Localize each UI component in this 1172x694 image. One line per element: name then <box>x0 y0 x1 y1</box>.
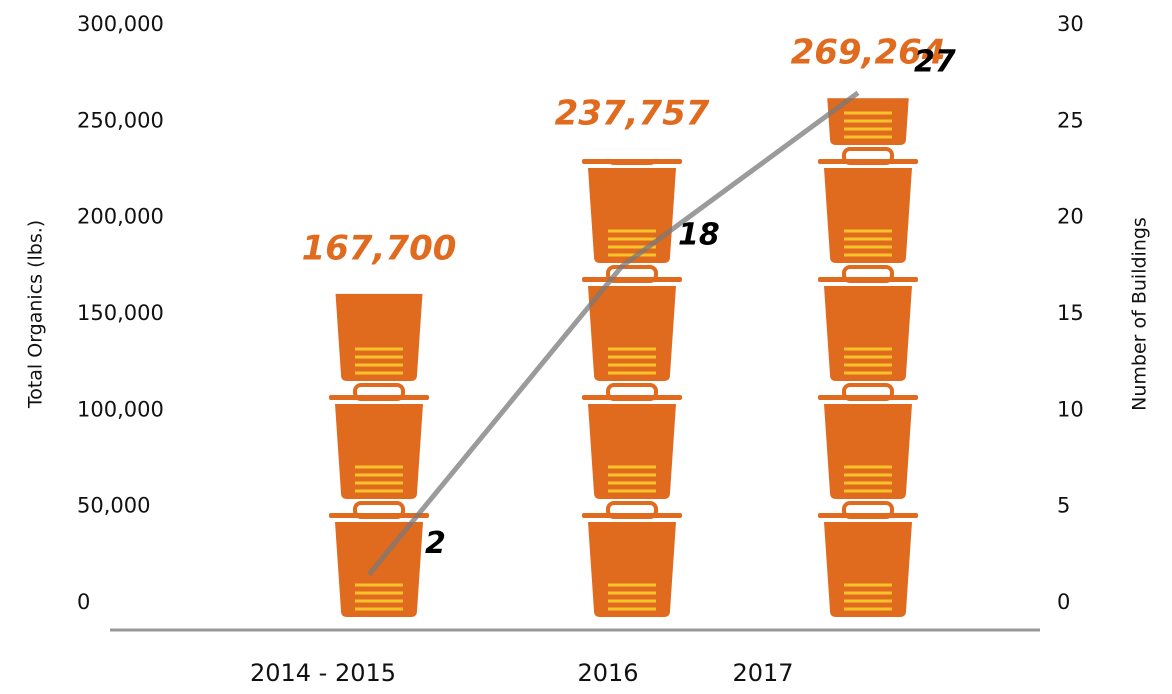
y-tick-label: 50,000 <box>77 494 150 518</box>
y-axis-title: Total Organics (lbs.) <box>25 220 47 409</box>
bar <box>329 293 429 617</box>
line-label: 18 <box>678 218 720 253</box>
line-label: 2 <box>425 526 446 561</box>
y2-tick-label: 0 <box>1057 590 1070 614</box>
line-label: 27 <box>914 44 956 79</box>
line <box>367 90 860 577</box>
value-label: 269,264 <box>791 33 946 73</box>
y2-tick-label: 10 <box>1057 397 1084 421</box>
y2-tick-label: 20 <box>1057 205 1084 229</box>
x-tick-label: 2014 - 2015 <box>250 659 396 687</box>
y2-tick-label: 30 <box>1057 12 1084 36</box>
y-tick-label: 300,000 <box>77 12 164 36</box>
bar <box>818 98 918 618</box>
y-tick-label: 150,000 <box>77 301 164 325</box>
y2-axis-title: Number of Buildings <box>1129 217 1151 411</box>
x-tick-label: 2017 <box>732 659 793 687</box>
y-tick-label: 200,000 <box>77 205 164 229</box>
y-tick-label: 100,000 <box>77 397 164 421</box>
y2-tick-label: 25 <box>1057 108 1084 132</box>
y-tick-label: 250,000 <box>77 108 164 132</box>
bar <box>582 158 682 617</box>
value-label: 237,757 <box>555 93 710 133</box>
y2-tick-label: 5 <box>1057 494 1070 518</box>
value-label: 167,700 <box>302 228 457 268</box>
y2-tick-label: 15 <box>1057 301 1084 325</box>
y-tick-label: 0 <box>77 590 90 614</box>
x-tick-label: 2016 <box>577 659 638 687</box>
